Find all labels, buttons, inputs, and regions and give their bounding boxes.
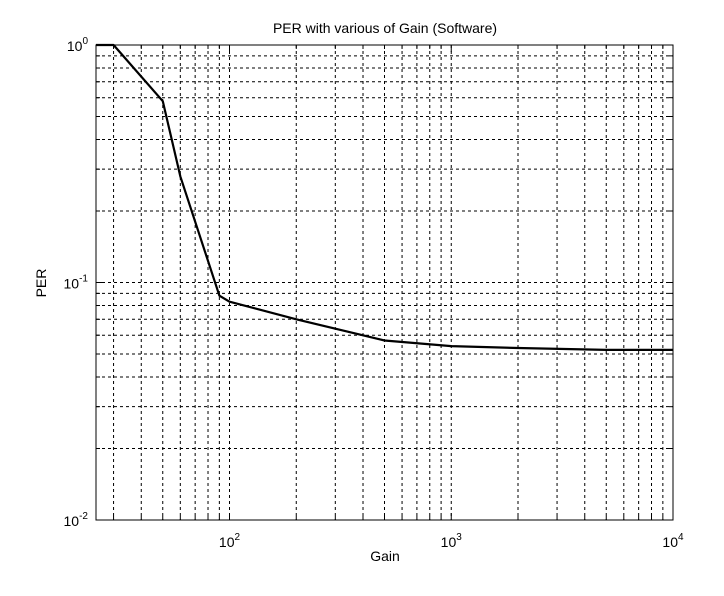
chart-title: PER with various of Gain (Software)	[273, 20, 497, 36]
y-axis-label: PER	[33, 269, 49, 298]
x-tick-label: 103	[441, 532, 463, 550]
x-tick-labels: 102 103 104	[219, 532, 684, 550]
tick-marks	[96, 44, 674, 521]
series-layer	[96, 43, 673, 351]
y-tick-label: 10-2	[64, 511, 89, 529]
y-tick-label: 10-1	[64, 274, 89, 292]
series-line	[96, 43, 673, 351]
x-tick-label: 104	[662, 532, 684, 550]
x-axis-label: Gain	[370, 548, 400, 564]
y-tick-labels: 10-2 10-1 100	[64, 36, 89, 529]
y-tick-label: 100	[67, 36, 89, 54]
x-tick-label: 102	[219, 532, 241, 550]
